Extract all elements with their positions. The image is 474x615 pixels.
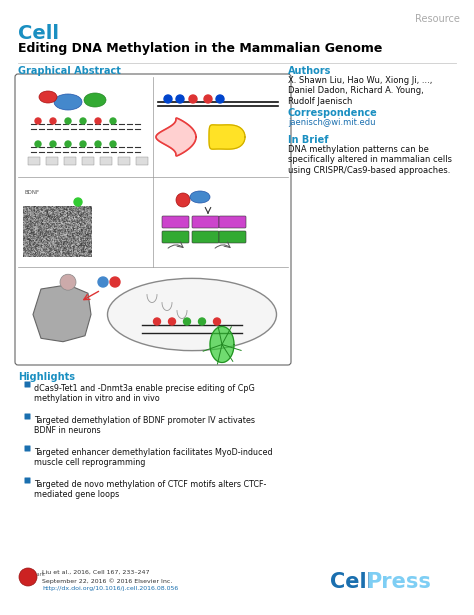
Circle shape (74, 198, 82, 206)
FancyBboxPatch shape (136, 157, 148, 165)
Circle shape (65, 141, 71, 147)
Polygon shape (33, 285, 91, 342)
Circle shape (35, 118, 41, 124)
FancyBboxPatch shape (46, 157, 58, 165)
Circle shape (168, 318, 175, 325)
FancyBboxPatch shape (25, 477, 30, 483)
Circle shape (189, 95, 197, 103)
FancyBboxPatch shape (192, 216, 219, 228)
FancyBboxPatch shape (118, 157, 130, 165)
Text: Resource: Resource (415, 14, 460, 24)
Circle shape (176, 193, 190, 207)
Text: Correspondence: Correspondence (288, 108, 378, 118)
Text: X. Shawn Liu, Hao Wu, Xiong Ji, ...,
Daniel Dadon, Richard A. Young,
Rudolf Jaen: X. Shawn Liu, Hao Wu, Xiong Ji, ..., Dan… (288, 76, 432, 106)
Circle shape (110, 118, 116, 124)
Circle shape (80, 141, 86, 147)
FancyBboxPatch shape (25, 445, 30, 451)
Polygon shape (156, 118, 196, 156)
FancyBboxPatch shape (162, 231, 189, 243)
Circle shape (176, 95, 184, 103)
Text: Highlights: Highlights (18, 372, 75, 382)
FancyBboxPatch shape (100, 157, 112, 165)
Circle shape (164, 95, 172, 103)
Circle shape (65, 118, 71, 124)
Circle shape (183, 318, 191, 325)
Ellipse shape (39, 91, 57, 103)
Circle shape (154, 318, 161, 325)
Circle shape (204, 95, 212, 103)
Text: Press: Press (366, 572, 431, 592)
Circle shape (95, 141, 101, 147)
Circle shape (213, 318, 220, 325)
Text: In Brief: In Brief (288, 135, 328, 145)
Ellipse shape (190, 191, 210, 203)
Circle shape (98, 277, 108, 287)
Text: Editing DNA Methylation in the Mammalian Genome: Editing DNA Methylation in the Mammalian… (18, 42, 383, 55)
FancyBboxPatch shape (219, 231, 246, 243)
FancyBboxPatch shape (25, 413, 30, 419)
Circle shape (95, 118, 101, 124)
Text: DNA methylation patterns can be
specifically altered in mammalian cells
using CR: DNA methylation patterns can be specific… (288, 145, 452, 175)
Circle shape (110, 277, 120, 287)
Ellipse shape (108, 279, 276, 351)
Ellipse shape (54, 94, 82, 110)
Text: dCas9-Tet1 and -Dnmt3a enable precise editing of CpG
methylation in vitro and in: dCas9-Tet1 and -Dnmt3a enable precise ed… (34, 384, 255, 403)
Circle shape (35, 141, 41, 147)
Text: Targeted demethylation of BDNF promoter IV activates
BDNF in neurons: Targeted demethylation of BDNF promoter … (34, 416, 255, 435)
FancyBboxPatch shape (64, 157, 76, 165)
Ellipse shape (84, 93, 106, 107)
Text: Cell: Cell (18, 24, 59, 43)
Circle shape (110, 141, 116, 147)
Polygon shape (210, 327, 234, 362)
FancyBboxPatch shape (28, 157, 40, 165)
Polygon shape (209, 125, 245, 149)
FancyBboxPatch shape (219, 216, 246, 228)
Text: jaenisch@wi.mit.edu: jaenisch@wi.mit.edu (288, 118, 375, 127)
Circle shape (199, 318, 206, 325)
Circle shape (216, 95, 224, 103)
Text: Targeted enhancer demethylation facilitates MyoD-induced
muscle cell reprogrammi: Targeted enhancer demethylation facilita… (34, 448, 273, 467)
Text: September 22, 2016 © 2016 Elsevier Inc.: September 22, 2016 © 2016 Elsevier Inc. (42, 578, 173, 584)
FancyBboxPatch shape (15, 74, 291, 365)
Text: Cell: Cell (330, 572, 374, 592)
Text: Authors: Authors (288, 66, 331, 76)
Text: Liu et al., 2016, Cell 167, 233–247: Liu et al., 2016, Cell 167, 233–247 (42, 570, 149, 575)
FancyBboxPatch shape (25, 381, 30, 387)
Text: BDNF: BDNF (25, 190, 40, 195)
Text: Targeted de novo methylation of CTCF motifs alters CTCF-
mediated gene loops: Targeted de novo methylation of CTCF mot… (34, 480, 266, 499)
Circle shape (50, 141, 56, 147)
Text: http://dx.doi.org/10.1016/j.cell.2016.08.056: http://dx.doi.org/10.1016/j.cell.2016.08… (42, 586, 178, 591)
Circle shape (50, 118, 56, 124)
FancyBboxPatch shape (82, 157, 94, 165)
Circle shape (19, 568, 37, 586)
Text: Graphical Abstract: Graphical Abstract (18, 66, 121, 76)
FancyBboxPatch shape (192, 231, 219, 243)
Text: CrossMark: CrossMark (20, 572, 46, 577)
FancyBboxPatch shape (162, 216, 189, 228)
Circle shape (60, 274, 76, 290)
Circle shape (80, 118, 86, 124)
